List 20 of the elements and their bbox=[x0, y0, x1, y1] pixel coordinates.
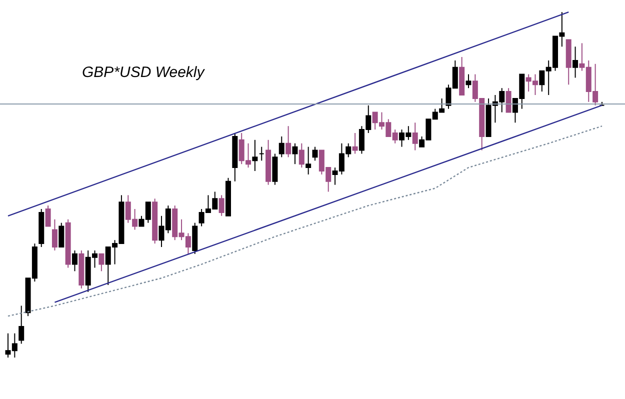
candlestick bbox=[252, 139, 258, 172]
candlestick bbox=[352, 132, 358, 154]
candlestick bbox=[98, 253, 104, 272]
candlestick bbox=[466, 74, 472, 89]
candlestick bbox=[18, 305, 24, 344]
candlestick bbox=[292, 142, 298, 165]
candlestick bbox=[45, 205, 51, 227]
candlestick bbox=[506, 88, 512, 113]
candlestick bbox=[72, 250, 78, 272]
candlestick bbox=[298, 142, 304, 168]
candlestick bbox=[306, 146, 312, 175]
candlestick bbox=[312, 146, 318, 162]
candlestick bbox=[286, 126, 292, 158]
candlestick bbox=[58, 222, 64, 248]
candlestick bbox=[572, 46, 578, 78]
candlestick bbox=[278, 136, 284, 158]
candlestick bbox=[218, 194, 224, 216]
candlestick bbox=[412, 122, 418, 151]
text: GBP*USD Weekly bbox=[82, 64, 206, 81]
candlestick bbox=[52, 218, 58, 251]
